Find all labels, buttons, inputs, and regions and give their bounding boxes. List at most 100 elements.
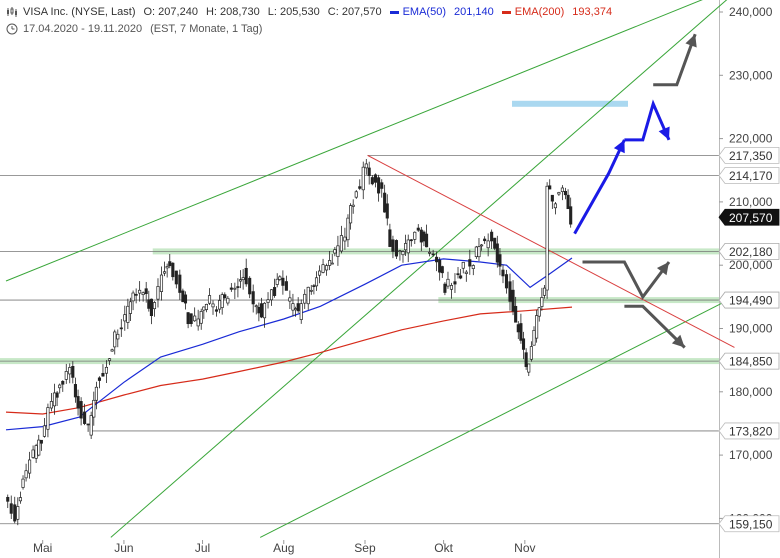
gray-up-arrow (653, 33, 697, 87)
candle-body (259, 303, 264, 318)
candle-body (273, 287, 277, 296)
candle-body (55, 392, 59, 398)
candle-body (524, 352, 528, 367)
candle-body (529, 346, 533, 360)
candle-body (563, 190, 567, 196)
candle-body (278, 276, 282, 280)
candle-body (178, 274, 182, 293)
candle-body (61, 380, 65, 385)
candle-body (385, 203, 389, 219)
candle-body (13, 504, 17, 522)
y-axis-panel (719, 0, 780, 558)
candle-body (251, 291, 255, 305)
candle-body (422, 231, 426, 242)
candle-body (435, 256, 439, 263)
candle-body (24, 470, 28, 479)
candle-body (39, 439, 43, 444)
candle-body (138, 289, 142, 294)
candle-body (83, 411, 87, 424)
level-label: 202,180 (729, 245, 773, 259)
header-range-line: 17.04.2020 - 19.11.2020 (EST, 7 Monate, … (0, 22, 262, 36)
ema200-swatch (501, 10, 511, 14)
range-meta: (EST, 7 Monate, 1 Tag) (150, 23, 263, 35)
candle-body (299, 303, 303, 320)
candle-body (416, 227, 420, 231)
candle-body (236, 286, 240, 288)
candle-body (244, 267, 248, 285)
candle-body (238, 279, 243, 282)
y-tick-label: 230,000 (729, 68, 773, 82)
candle-body (104, 366, 108, 374)
candle-body (480, 244, 484, 247)
candle-body (257, 307, 261, 314)
candle-body (398, 250, 402, 253)
candle-body (233, 287, 237, 290)
candle-body (367, 167, 371, 177)
candle-body (328, 260, 332, 266)
candle-body (174, 270, 178, 285)
candle-body (303, 293, 307, 304)
candle-body (110, 349, 114, 352)
candle-body (569, 206, 573, 225)
candle-body (438, 259, 442, 273)
candle-body (388, 229, 392, 247)
candle-body (296, 303, 300, 312)
level-label-box (718, 352, 780, 370)
candle-body (330, 262, 334, 265)
candle-body (58, 384, 62, 389)
candle-body (248, 277, 252, 295)
candle-body (156, 286, 160, 300)
candle-body (68, 367, 72, 375)
candle-body (37, 439, 41, 456)
candle-body (413, 231, 417, 240)
gray-mid-arrow-head (656, 262, 669, 276)
level-label-box (718, 515, 780, 533)
candle-body (101, 372, 105, 377)
candle-body (474, 246, 478, 258)
candle-body (446, 278, 450, 287)
chart-type-icon (6, 6, 18, 18)
candle-body (294, 308, 298, 311)
candle-body (119, 327, 123, 330)
candle-body (516, 324, 520, 333)
candle-body (511, 289, 515, 312)
candle-body (419, 229, 423, 243)
y-tick-label: 220,000 (729, 132, 773, 146)
candle-body (519, 323, 523, 341)
x-tick-label: Jun (114, 541, 133, 555)
ema50-value: 201,140 (454, 6, 494, 18)
x-tick-label: Mai (33, 541, 52, 555)
channel-line (5, 0, 703, 282)
candle-body (314, 277, 319, 287)
candle-body (211, 303, 215, 308)
candle-body (31, 449, 35, 458)
candle-body (6, 496, 10, 502)
candle-body (42, 425, 46, 437)
header-quote-line: VISA Inc. (NYSE, Last) O: 207,240 H: 208… (0, 5, 612, 19)
candle-body (370, 177, 374, 185)
candle-body (306, 286, 310, 305)
candle-body (183, 294, 188, 304)
candle-body (508, 281, 512, 302)
candle-body (49, 401, 53, 409)
candle-body (241, 277, 245, 280)
blue-up-arrow-head (613, 139, 625, 154)
candle-body (545, 185, 549, 291)
candle-body (566, 194, 570, 210)
level-label: 184,850 (729, 355, 773, 369)
candle-body (490, 231, 494, 242)
candle-body (333, 249, 337, 254)
candle-body (540, 297, 544, 307)
candle-body (46, 407, 50, 430)
candle-body (464, 271, 468, 274)
gray-down-arrow (624, 304, 686, 349)
candle-body (71, 365, 75, 378)
candle-body (186, 312, 190, 325)
candle-body (281, 277, 285, 286)
candle-body (134, 293, 138, 296)
candle-body (165, 266, 169, 269)
candle-body (269, 289, 274, 301)
candle-body (471, 265, 475, 269)
ema50-label: EMA(50) (402, 6, 446, 18)
candle-body (358, 186, 362, 189)
